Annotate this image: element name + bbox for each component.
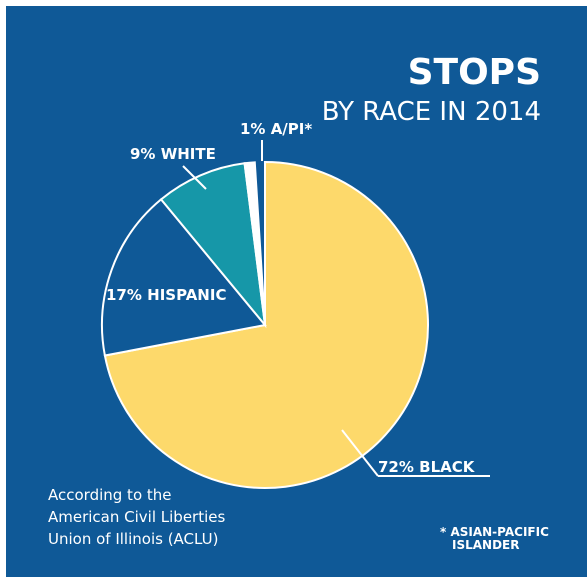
slice-label: 72% BLACK bbox=[378, 458, 476, 476]
source-note: According to the American Civil Liberties… bbox=[48, 486, 225, 548]
value-label: 9% bbox=[130, 145, 155, 163]
source-line: According to the bbox=[48, 486, 172, 504]
category-label: HISPANIC bbox=[147, 286, 226, 304]
pie-slice bbox=[103, 160, 429, 489]
category-label: A/PI* bbox=[271, 120, 313, 138]
source-line: American Civil Liberties bbox=[48, 508, 225, 526]
value-label: 1% bbox=[240, 120, 265, 138]
category-label: WHITE bbox=[161, 145, 216, 163]
slice-label: 1% A/PI* bbox=[240, 120, 312, 138]
category-label: BLACK bbox=[419, 458, 476, 476]
footnote-line: * ASIAN-PACIFIC bbox=[440, 525, 549, 539]
pie bbox=[101, 160, 429, 489]
value-label: 72% bbox=[378, 458, 414, 476]
leader-line bbox=[182, 165, 207, 190]
slice-label: 17% HISPANIC bbox=[106, 286, 226, 304]
source-line: Union of Illinois (ACLU) bbox=[48, 530, 218, 548]
footnote-line: ISLANDER bbox=[452, 538, 519, 552]
chart-subtitle: BY RACE IN 2014 bbox=[322, 97, 541, 127]
leader-line bbox=[341, 429, 379, 477]
pie-slice bbox=[159, 162, 267, 329]
pie-slice bbox=[101, 197, 267, 357]
chart-title: STOPS bbox=[408, 52, 541, 93]
pie-slice bbox=[243, 161, 266, 326]
slice-label: 9% WHITE bbox=[130, 145, 216, 163]
value-label: 17% bbox=[106, 286, 142, 304]
